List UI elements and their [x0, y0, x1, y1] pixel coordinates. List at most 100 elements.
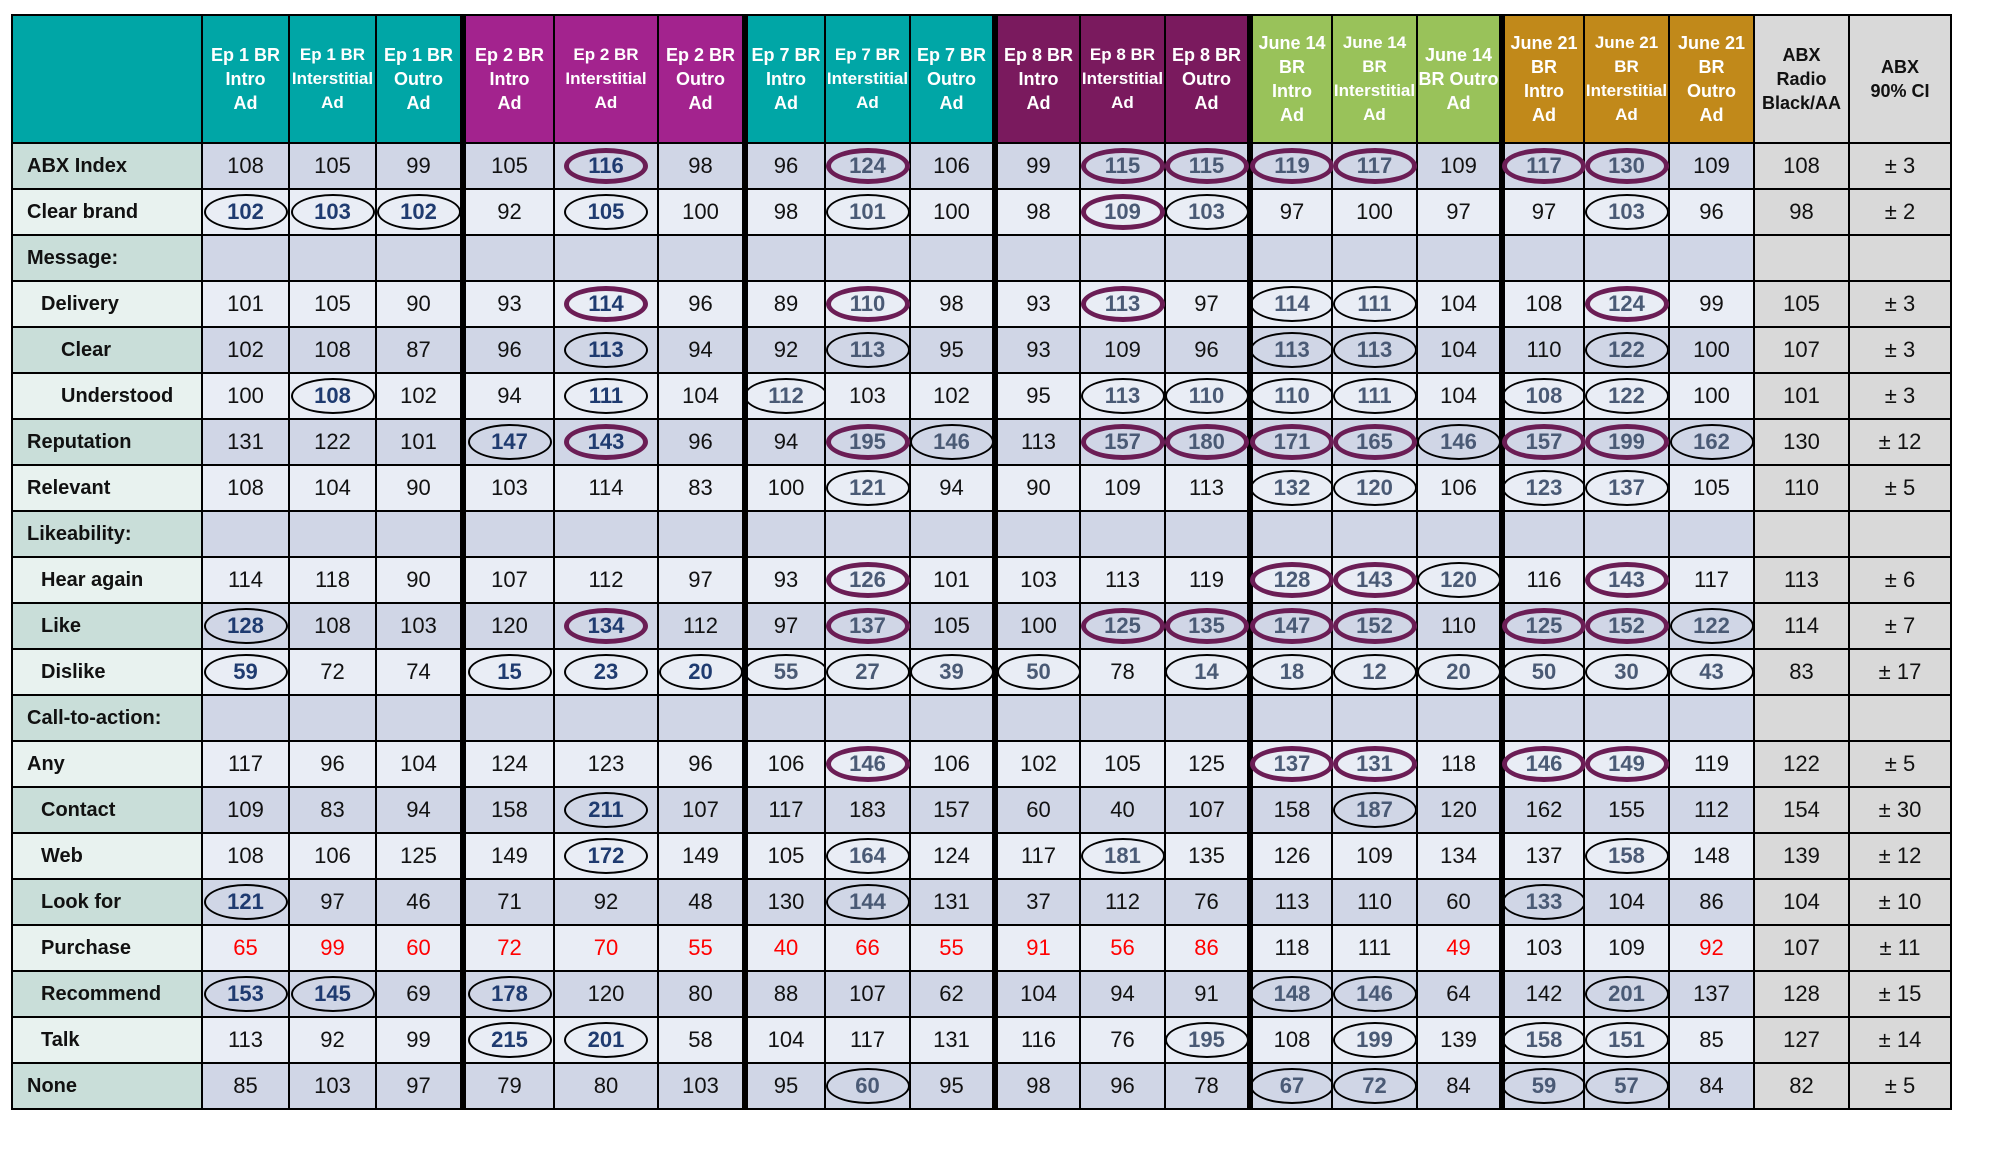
data-cell: 112: [1668, 786, 1755, 834]
cell-value: ± 17: [1878, 659, 1922, 684]
cell-value: 117: [849, 1027, 886, 1052]
cell-value: 55: [773, 659, 799, 684]
table-row: Relevant 108 104 90 103 114 83 100 121 94 90 109 113…: [11, 464, 1952, 512]
row-label: Recommend: [11, 970, 203, 1018]
cell-value: 95: [1026, 383, 1051, 408]
cell-value: 113: [1783, 567, 1820, 592]
data-cell: 114: [1247, 280, 1334, 328]
data-cell: [1164, 694, 1251, 742]
data-cell: [288, 694, 377, 742]
data-cell: 97: [375, 1062, 464, 1110]
cell-value: 97: [320, 889, 345, 914]
cell-value: 108: [1525, 383, 1563, 408]
data-cell: 131: [909, 878, 996, 926]
data-cell: 100: [1331, 188, 1418, 236]
cell-value: 123: [587, 751, 625, 776]
cell-value: 104: [1440, 337, 1477, 362]
data-cell: 147: [460, 418, 555, 466]
data-cell: 130: [1753, 418, 1850, 466]
data-cell: 122: [1583, 326, 1670, 374]
data-cell: [1583, 234, 1670, 282]
cell-value: 114: [588, 475, 624, 500]
abx-results-table: Ep 1 BR Intro Ad Ep 1 BR Interstitial Ad E…: [11, 14, 1952, 1110]
cell-value: 120: [1356, 475, 1393, 500]
data-cell: 107: [460, 556, 555, 604]
cell-value: 125: [1188, 751, 1225, 776]
cell-value: 58: [688, 1027, 713, 1052]
data-cell: 104: [1753, 878, 1850, 926]
data-cell: 102: [992, 740, 1081, 788]
data-cell: 116: [992, 1016, 1081, 1064]
data-cell: 100: [1668, 372, 1755, 420]
data-cell: 105: [553, 188, 659, 236]
cell-value: 72: [1362, 1073, 1387, 1098]
cell-value: 108: [314, 383, 351, 408]
cell-value: 117: [1020, 843, 1057, 868]
data-cell: 57: [1583, 1062, 1670, 1110]
cell-value: 157: [933, 797, 970, 822]
data-cell: 158: [1583, 832, 1670, 880]
cell-value: 201: [587, 1027, 625, 1052]
data-cell: 114: [553, 464, 659, 512]
cell-value: 110: [1188, 383, 1225, 408]
data-cell: 71: [460, 878, 555, 926]
cell-value: 39: [939, 659, 964, 684]
data-cell: 171: [1247, 418, 1334, 466]
data-cell: 86: [1668, 878, 1755, 926]
row-label: Purchase: [11, 924, 203, 972]
data-cell: 137: [1499, 832, 1585, 880]
cell-value: 133: [1525, 889, 1563, 914]
data-cell: 12: [1331, 648, 1418, 696]
data-cell: 126: [1247, 832, 1333, 880]
data-cell: 153: [201, 970, 290, 1018]
data-cell: 58: [657, 1016, 746, 1064]
data-cell: [1668, 234, 1755, 282]
cell-value: 105: [933, 613, 970, 638]
data-cell: [1848, 510, 1952, 558]
cell-value: 108: [314, 337, 351, 362]
data-cell: 113: [824, 326, 911, 374]
cell-value: 78: [1110, 659, 1135, 684]
cell-value: 152: [1356, 613, 1393, 638]
cell-value: 94: [406, 797, 431, 822]
cell-value: 146: [1356, 981, 1393, 1006]
table-row: Hear again 114 118 90 107 112 97 93 126 101 103 113…: [11, 556, 1952, 604]
cell-value: 181: [1104, 843, 1141, 868]
cell-value: 95: [939, 337, 964, 362]
cell-value: 76: [1194, 889, 1219, 914]
table-row: Likeability:: [11, 510, 1952, 558]
data-cell: 195: [824, 418, 911, 466]
cell-value: 102: [400, 383, 437, 408]
data-cell: 151: [1583, 1016, 1670, 1064]
cell-value: 110: [1526, 337, 1562, 362]
data-cell: 94: [460, 372, 555, 420]
data-cell: [992, 694, 1081, 742]
data-cell: 94: [909, 464, 996, 512]
cell-value: 102: [400, 199, 437, 224]
cell-value: 158: [1273, 797, 1311, 822]
column-header: Ep 7 BR Intro Ad: [742, 14, 826, 144]
data-cell: 101: [201, 280, 290, 328]
data-cell: [1247, 694, 1333, 742]
cell-value: 97: [1194, 291, 1219, 316]
data-cell: ± 15: [1848, 970, 1952, 1018]
table-row: Clear 102 108 87 96 113 94 92 113 95 93 109 96 113 113…: [11, 326, 1952, 374]
row-label: Any: [11, 740, 203, 788]
data-cell: 137: [824, 602, 911, 650]
data-cell: 96: [288, 740, 377, 788]
data-cell: 120: [1416, 556, 1503, 604]
cell-value: 90: [406, 567, 431, 592]
data-cell: 143: [1583, 556, 1670, 604]
data-cell: 201: [1583, 970, 1670, 1018]
cell-value: 142: [1525, 981, 1563, 1006]
data-cell: [1753, 234, 1850, 282]
data-cell: 99: [992, 142, 1081, 190]
cell-value: 112: [768, 383, 804, 408]
cell-value: 101: [1783, 383, 1820, 408]
cell-value: 93: [497, 291, 522, 316]
cell-value: 72: [497, 935, 522, 960]
cell-value: 67: [1279, 1073, 1305, 1098]
cell-value: 60: [1446, 889, 1471, 914]
data-cell: 96: [1668, 188, 1755, 236]
cell-value: 125: [1525, 613, 1563, 638]
